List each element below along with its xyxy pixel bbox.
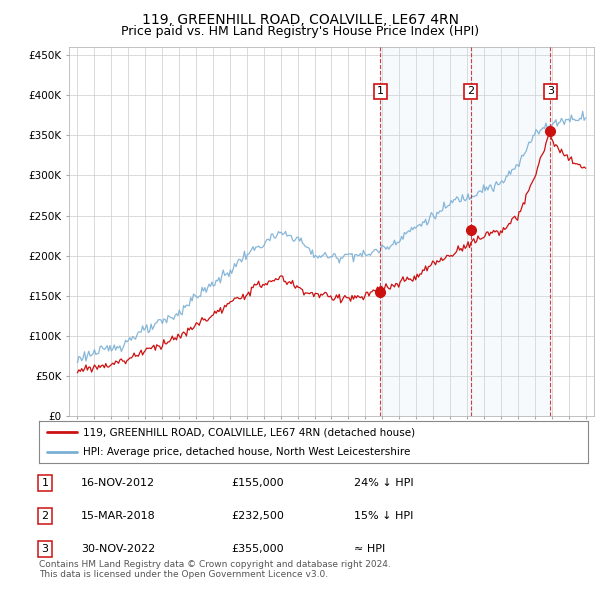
Text: 3: 3 (41, 545, 49, 554)
Bar (380, 47, 470, 416)
Text: 24% ↓ HPI: 24% ↓ HPI (354, 478, 413, 488)
Text: 2: 2 (41, 512, 49, 521)
Text: 1: 1 (41, 478, 49, 488)
Text: £232,500: £232,500 (231, 512, 284, 521)
Text: Price paid vs. HM Land Registry's House Price Index (HPI): Price paid vs. HM Land Registry's House … (121, 25, 479, 38)
Text: HPI: Average price, detached house, North West Leicestershire: HPI: Average price, detached house, Nort… (83, 447, 410, 457)
Text: £155,000: £155,000 (231, 478, 284, 488)
Text: 2: 2 (467, 87, 474, 96)
Text: ≈ HPI: ≈ HPI (354, 545, 385, 554)
Text: £355,000: £355,000 (231, 545, 284, 554)
Text: 16-NOV-2012: 16-NOV-2012 (81, 478, 155, 488)
Text: 3: 3 (547, 87, 554, 96)
Text: Contains HM Land Registry data © Crown copyright and database right 2024.
This d: Contains HM Land Registry data © Crown c… (39, 560, 391, 579)
Text: 119, GREENHILL ROAD, COALVILLE, LE67 4RN: 119, GREENHILL ROAD, COALVILLE, LE67 4RN (142, 13, 458, 27)
Text: 1: 1 (377, 87, 384, 96)
Text: 119, GREENHILL ROAD, COALVILLE, LE67 4RN (detached house): 119, GREENHILL ROAD, COALVILLE, LE67 4RN… (83, 427, 415, 437)
Text: 15% ↓ HPI: 15% ↓ HPI (354, 512, 413, 521)
Bar (470, 47, 550, 416)
Text: 15-MAR-2018: 15-MAR-2018 (81, 512, 156, 521)
Text: 30-NOV-2022: 30-NOV-2022 (81, 545, 155, 554)
